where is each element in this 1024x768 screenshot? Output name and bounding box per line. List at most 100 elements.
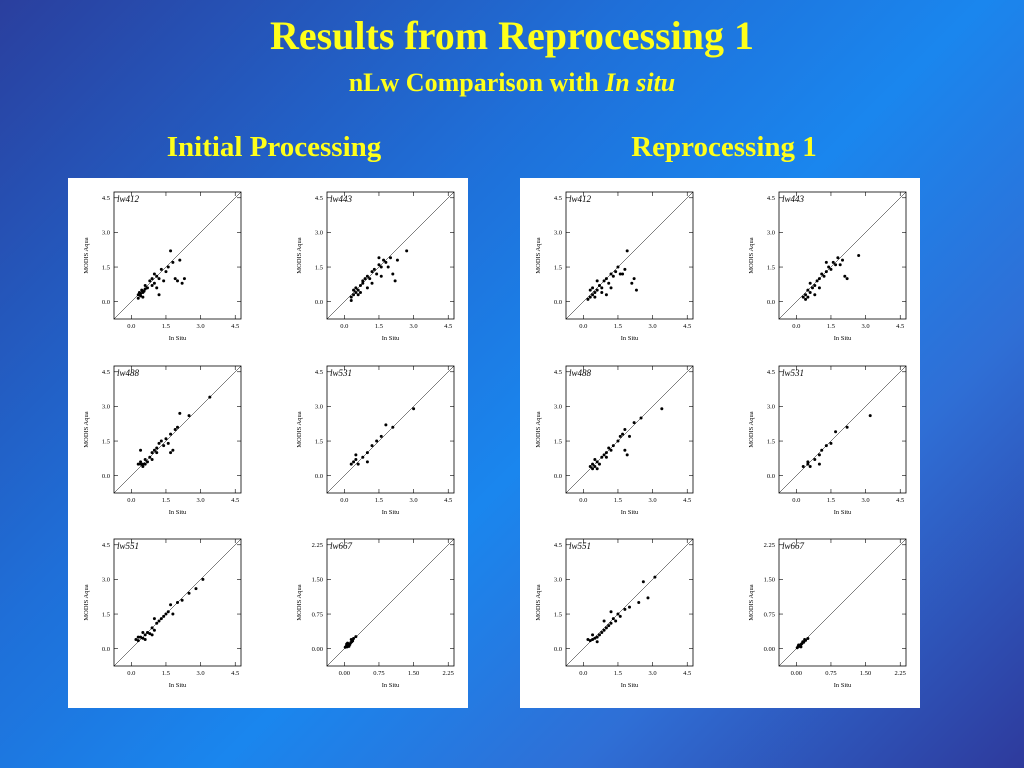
data-point xyxy=(595,460,599,464)
x-tick-label: 1.5 xyxy=(375,497,383,504)
y-tick-label: 4.5 xyxy=(767,369,775,376)
x-tick-label: 3.0 xyxy=(410,323,418,330)
identity-line xyxy=(565,538,694,667)
data-point xyxy=(630,281,634,285)
data-point xyxy=(173,428,177,431)
y-tick-label: 3.0 xyxy=(315,404,323,411)
y-tick-label: 1.5 xyxy=(315,438,323,445)
x-axis-label: In Situ xyxy=(834,509,852,516)
plot-band-label: lw412 xyxy=(117,194,140,204)
scatter-plot-lw531: 0.0 0.0 1.5 1.5 3.0 3.0 4.5 4.5 In Situ MODIS Aqu… xyxy=(748,365,907,516)
data-point xyxy=(597,284,601,288)
data-point xyxy=(349,462,353,466)
data-point xyxy=(159,267,163,271)
y-tick-label: 1.5 xyxy=(315,264,323,271)
data-point xyxy=(139,294,143,298)
data-point xyxy=(379,274,383,278)
data-point xyxy=(637,601,641,604)
data-point xyxy=(194,587,198,591)
data-point xyxy=(178,411,182,415)
data-point xyxy=(139,292,143,296)
y-axis-label: MODIS Aqua xyxy=(296,584,303,620)
data-point xyxy=(150,277,154,281)
x-tick-label: 1.5 xyxy=(162,670,170,677)
x-tick-label: 3.0 xyxy=(197,323,205,330)
data-point xyxy=(799,645,803,649)
scatter-plot-lw412: 0.0 0.0 1.5 1.5 3.0 3.0 4.5 4.5 In Situ MODIS Aqu… xyxy=(83,191,242,342)
data-point xyxy=(182,277,186,281)
data-point xyxy=(187,591,191,595)
y-tick-label: 3.0 xyxy=(102,404,110,411)
data-point xyxy=(804,293,808,297)
plot-frame xyxy=(326,365,455,494)
y-tick-label: 1.5 xyxy=(554,438,562,445)
data-point xyxy=(639,416,643,420)
x-axis-label: In Situ xyxy=(834,335,852,342)
data-point xyxy=(356,462,360,466)
y-tick-label: 4.5 xyxy=(554,542,562,549)
data-point xyxy=(141,295,145,299)
x-tick-label: 3.0 xyxy=(649,497,657,504)
x-tick-label: 1.5 xyxy=(614,323,622,330)
data-point xyxy=(352,637,356,641)
data-point xyxy=(370,270,374,274)
plot-band-label: lw443 xyxy=(782,194,805,204)
plot-band-label: lw551 xyxy=(569,541,591,551)
data-point xyxy=(621,432,625,436)
data-point xyxy=(139,448,143,452)
y-tick-label: 3.0 xyxy=(554,577,562,584)
data-point xyxy=(822,274,826,278)
plot-frame xyxy=(326,191,455,320)
x-axis-label: In Situ xyxy=(169,682,187,689)
data-point xyxy=(143,637,147,641)
data-point xyxy=(806,637,810,641)
x-tick-label: 2.25 xyxy=(895,670,906,677)
data-point xyxy=(602,279,606,283)
data-point xyxy=(604,626,608,630)
x-tick-label: 0.0 xyxy=(127,323,135,330)
data-point xyxy=(155,446,159,450)
data-point xyxy=(361,455,365,459)
data-point xyxy=(150,451,154,455)
plot-frame xyxy=(565,538,694,667)
x-tick-label: 1.5 xyxy=(375,323,383,330)
y-axis-label: MODIS Aqua xyxy=(83,584,90,620)
data-point xyxy=(352,293,356,297)
data-point xyxy=(166,441,170,445)
y-tick-label: 0.0 xyxy=(315,299,323,306)
y-tick-label: 4.5 xyxy=(102,542,110,549)
data-point xyxy=(634,288,638,292)
data-point xyxy=(384,260,388,264)
data-point xyxy=(616,612,620,616)
x-tick-label: 0.0 xyxy=(340,497,348,504)
plot-frame xyxy=(326,538,455,667)
data-point xyxy=(148,455,152,459)
plot-frame xyxy=(778,538,907,667)
x-tick-label: 4.5 xyxy=(444,497,452,504)
data-point xyxy=(365,274,369,278)
y-tick-label: 2.25 xyxy=(312,542,323,549)
data-point xyxy=(591,286,595,290)
scatter-plot-lw443: 0.0 0.0 1.5 1.5 3.0 3.0 4.5 4.5 In Situ MODIS Aqu… xyxy=(296,191,455,342)
column-heading-reprocessing: Reprocessing 1 xyxy=(631,131,817,163)
data-point xyxy=(145,286,149,290)
data-point xyxy=(611,444,615,448)
y-axis-label: MODIS Aqua xyxy=(83,411,90,447)
data-point xyxy=(845,277,849,281)
data-point xyxy=(368,277,372,281)
y-tick-label: 4.5 xyxy=(767,195,775,202)
plot-band-label: lw488 xyxy=(117,368,140,378)
data-point xyxy=(169,432,173,436)
x-tick-label: 4.5 xyxy=(683,323,691,330)
x-tick-label: 0.00 xyxy=(791,670,802,677)
data-point xyxy=(141,631,145,635)
data-point xyxy=(346,641,350,645)
data-point xyxy=(628,605,631,609)
data-point xyxy=(632,277,636,281)
data-point xyxy=(136,296,140,300)
data-point xyxy=(611,274,615,278)
x-tick-label: 0.0 xyxy=(127,497,135,504)
identity-line xyxy=(778,365,907,494)
data-point xyxy=(804,638,808,642)
scatter-plot-lw551: 0.0 0.0 1.5 1.5 3.0 3.0 4.5 4.5 In Situ MODIS Aqu… xyxy=(83,538,242,689)
